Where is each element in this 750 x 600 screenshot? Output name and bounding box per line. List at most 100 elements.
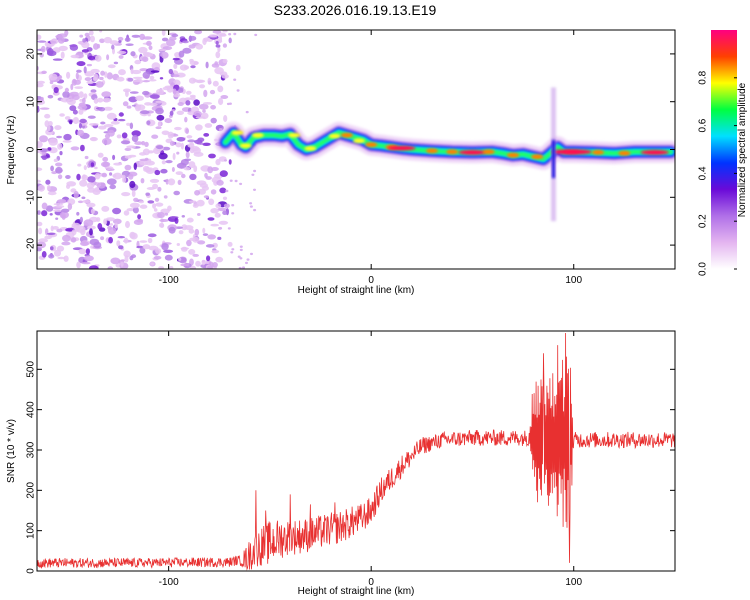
noise-speckle (106, 72, 113, 80)
noise-speckle (172, 152, 176, 161)
noise-speckle (228, 159, 232, 165)
ridge-hotspot (531, 154, 544, 160)
x-tick-label: 0 (368, 275, 374, 286)
ridge-hotspot (231, 130, 244, 136)
noise-speckle (202, 142, 211, 146)
noise-speckle (112, 172, 123, 180)
noise-speckle (207, 77, 212, 85)
noise-speckle (112, 207, 122, 215)
noise-speckle (210, 189, 217, 195)
noise-speckle (217, 85, 224, 93)
noise-speckle (150, 262, 155, 266)
noise-speckle (69, 91, 79, 97)
noise-speckle (113, 162, 123, 166)
noise-speckle (229, 179, 233, 182)
noise-speckle (164, 254, 173, 261)
spectrogram-y-ticks: -20 -10 0 10 20 (26, 48, 675, 252)
noise-speckle (222, 210, 228, 215)
noise-speckle (162, 86, 171, 91)
noise-speckle (118, 69, 126, 76)
ridge-hotspot (482, 149, 495, 155)
noise-speckle (113, 61, 119, 65)
noise-speckle (75, 225, 86, 233)
noise-speckle (163, 195, 168, 199)
noise-speckle (99, 76, 104, 81)
noise-speckle (195, 116, 206, 119)
noise-speckle (130, 51, 136, 57)
noise-speckle (101, 91, 112, 98)
noise-speckle (175, 142, 182, 148)
noise-speckle (57, 174, 63, 180)
noise-speckle (219, 187, 227, 194)
noise-speckle (161, 130, 170, 136)
noise-speckle (149, 75, 155, 80)
ridge-hotspot (618, 150, 631, 156)
noise-speckle (128, 96, 138, 103)
noise-speckle (138, 200, 145, 204)
noise-speckle (162, 146, 171, 151)
noise-speckle (146, 120, 151, 126)
noise-speckle (175, 226, 183, 229)
x-tick-label: 100 (565, 275, 582, 286)
noise-speckle (124, 37, 131, 42)
noise-speckle (249, 205, 253, 208)
spectrogram-ridge-layer (214, 87, 675, 222)
noise-speckle (180, 263, 190, 267)
noise-speckle (204, 123, 213, 128)
noise-speckle (251, 173, 255, 176)
noise-speckle (139, 158, 149, 162)
noise-speckle (101, 137, 112, 145)
noise-speckle (158, 48, 167, 52)
noise-speckle (124, 164, 132, 171)
x-tick-label: -100 (159, 577, 179, 588)
noise-speckle (186, 217, 194, 223)
noise-speckle (139, 247, 146, 254)
noise-speckle (38, 238, 49, 243)
noise-speckle (66, 181, 77, 187)
noise-speckle (62, 140, 72, 143)
noise-speckle (49, 213, 53, 216)
noise-speckle (149, 94, 160, 99)
noise-speckle (152, 203, 157, 209)
noise-speckle (46, 185, 51, 191)
noise-speckle (136, 218, 144, 223)
noise-speckle (45, 205, 54, 212)
noise-speckle (147, 237, 153, 244)
noise-speckle (50, 165, 54, 172)
noise-speckle (194, 190, 201, 196)
noise-speckle (142, 36, 153, 40)
noise-speckle (176, 243, 180, 246)
noise-speckle (81, 41, 90, 49)
noise-speckle (189, 94, 196, 98)
noise-speckle (154, 197, 160, 202)
snr-y-ticks: 0 100 200 300 400 500 (26, 361, 675, 574)
noise-speckle (122, 101, 129, 107)
noise-speckle (204, 172, 208, 178)
noise-speckle (184, 116, 188, 123)
noise-speckle (109, 223, 114, 226)
noise-speckle (214, 67, 224, 75)
noise-speckle (122, 176, 127, 183)
noise-speckle (221, 74, 229, 79)
noise-speckle (233, 78, 237, 81)
noise-speckle (111, 44, 115, 50)
noise-speckle (37, 40, 47, 43)
noise-speckle (168, 68, 173, 75)
noise-speckle (86, 182, 95, 189)
noise-speckle (126, 208, 135, 212)
ridge-hotspot (426, 148, 438, 154)
noise-speckle (84, 155, 89, 160)
noise-speckle (57, 143, 63, 150)
noise-speckle (73, 191, 79, 199)
noise-speckle (81, 49, 89, 53)
noise-speckle (59, 113, 65, 117)
noise-speckle (82, 174, 86, 179)
noise-speckle (185, 128, 189, 134)
snr-x-ticks: -100 0 100 (159, 331, 583, 588)
noise-speckle (47, 147, 52, 151)
noise-speckle (183, 167, 191, 171)
noise-speckle (37, 107, 40, 113)
noise-speckle (167, 131, 174, 139)
noise-speckle (135, 95, 144, 101)
